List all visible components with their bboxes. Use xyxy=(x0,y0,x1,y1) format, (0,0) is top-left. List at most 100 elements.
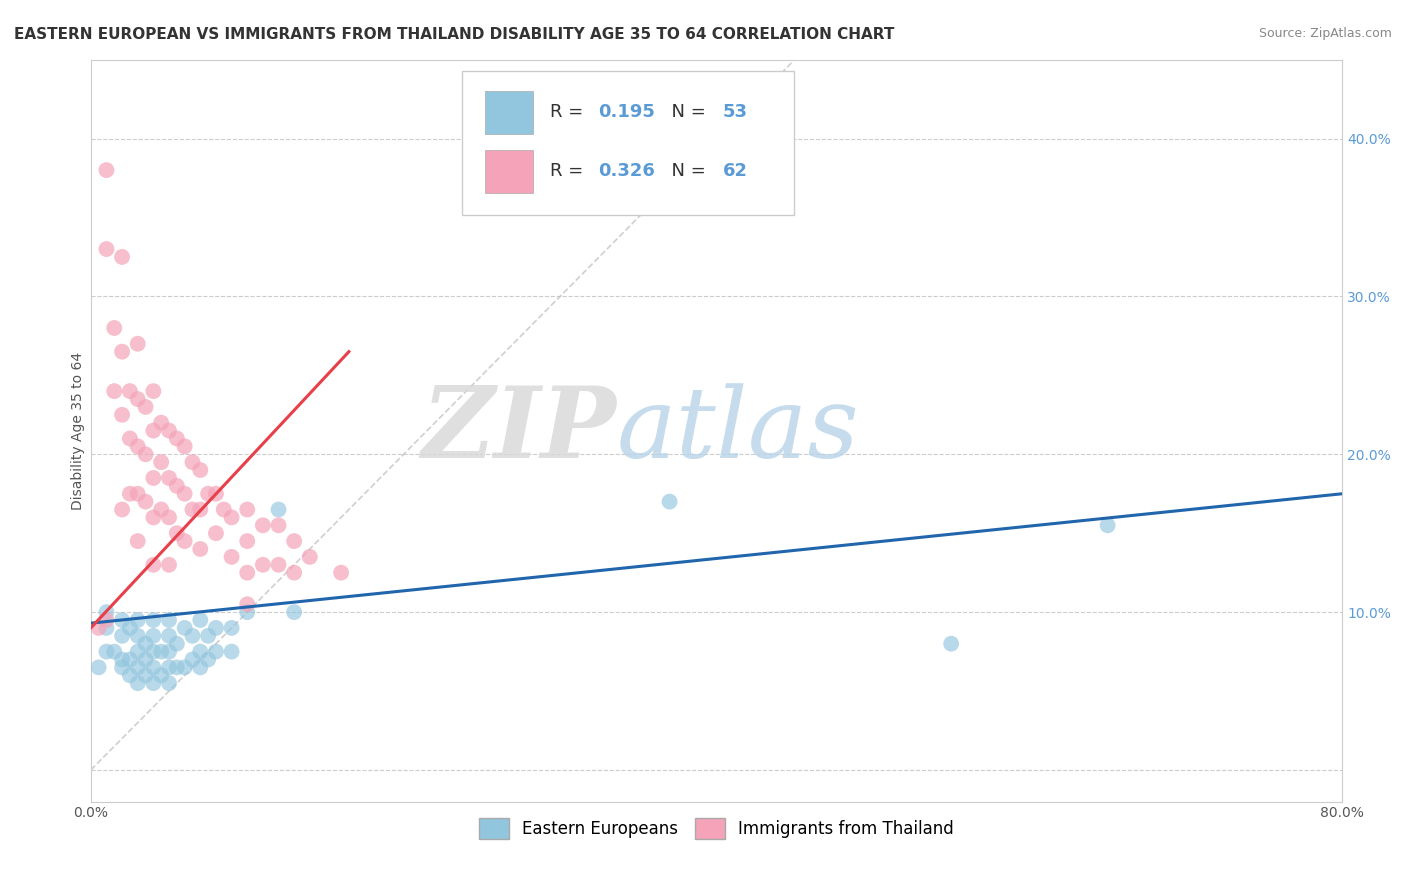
Text: 0.326: 0.326 xyxy=(598,161,655,180)
Point xyxy=(221,644,243,658)
Point xyxy=(658,494,681,508)
Point xyxy=(205,487,228,501)
Point xyxy=(166,479,188,493)
Point xyxy=(283,534,305,549)
Point xyxy=(173,439,195,453)
Point xyxy=(127,534,149,549)
Point xyxy=(212,502,235,516)
Point xyxy=(283,605,305,619)
Point xyxy=(96,242,118,256)
Point xyxy=(87,660,110,674)
Point xyxy=(181,652,204,666)
Point xyxy=(166,637,188,651)
Point xyxy=(188,613,211,627)
Point xyxy=(127,629,149,643)
Point xyxy=(181,502,204,516)
Point xyxy=(118,621,141,635)
Point xyxy=(221,510,243,524)
Text: N =: N = xyxy=(661,161,711,180)
Point xyxy=(118,668,141,682)
Point xyxy=(298,549,321,564)
Point xyxy=(188,541,211,556)
Text: 53: 53 xyxy=(723,103,748,120)
Point xyxy=(252,558,274,572)
Legend: Eastern Europeans, Immigrants from Thailand: Eastern Europeans, Immigrants from Thail… xyxy=(472,812,960,846)
Point xyxy=(142,660,165,674)
Point xyxy=(127,660,149,674)
Point xyxy=(142,644,165,658)
Point xyxy=(111,344,134,359)
Point xyxy=(166,432,188,446)
Point xyxy=(142,471,165,485)
Point xyxy=(135,447,157,461)
Point xyxy=(150,416,173,430)
Point xyxy=(236,534,259,549)
Point xyxy=(135,400,157,414)
Point xyxy=(87,621,110,635)
Point xyxy=(330,566,353,580)
Point xyxy=(135,652,157,666)
Point xyxy=(157,471,180,485)
Point xyxy=(118,487,141,501)
Point xyxy=(236,605,259,619)
Point xyxy=(188,660,211,674)
Point xyxy=(181,629,204,643)
Point xyxy=(96,605,118,619)
Point xyxy=(252,518,274,533)
Text: EASTERN EUROPEAN VS IMMIGRANTS FROM THAILAND DISABILITY AGE 35 TO 64 CORRELATION: EASTERN EUROPEAN VS IMMIGRANTS FROM THAI… xyxy=(14,27,894,42)
Text: N =: N = xyxy=(661,103,711,120)
Point xyxy=(142,676,165,690)
Point xyxy=(142,558,165,572)
Point xyxy=(111,408,134,422)
Point xyxy=(205,526,228,541)
Point xyxy=(188,502,211,516)
Point xyxy=(127,613,149,627)
Point xyxy=(166,526,188,541)
Point xyxy=(127,676,149,690)
Point xyxy=(142,510,165,524)
Point xyxy=(157,510,180,524)
Point xyxy=(142,424,165,438)
Point xyxy=(142,384,165,398)
Point xyxy=(96,621,118,635)
FancyBboxPatch shape xyxy=(463,70,794,215)
Point xyxy=(221,621,243,635)
Point xyxy=(173,621,195,635)
Point xyxy=(127,439,149,453)
Point xyxy=(118,652,141,666)
Point xyxy=(173,487,195,501)
Text: ZIP: ZIP xyxy=(422,383,616,479)
Point xyxy=(197,652,219,666)
Point xyxy=(135,637,157,651)
Point xyxy=(157,629,180,643)
Text: atlas: atlas xyxy=(616,383,859,478)
Point xyxy=(150,668,173,682)
Point xyxy=(941,637,963,651)
Point xyxy=(205,621,228,635)
Point xyxy=(118,432,141,446)
Point xyxy=(111,660,134,674)
Point xyxy=(188,644,211,658)
Point xyxy=(267,518,290,533)
Point xyxy=(166,660,188,674)
Point xyxy=(127,336,149,351)
FancyBboxPatch shape xyxy=(485,150,533,194)
Point xyxy=(181,455,204,469)
Point xyxy=(157,644,180,658)
Point xyxy=(157,424,180,438)
Point xyxy=(150,644,173,658)
Text: R =: R = xyxy=(550,161,589,180)
Text: R =: R = xyxy=(550,103,589,120)
Point xyxy=(1097,518,1119,533)
Point xyxy=(236,566,259,580)
Point xyxy=(127,392,149,406)
Point xyxy=(173,534,195,549)
Point xyxy=(173,660,195,674)
Point xyxy=(221,549,243,564)
Point xyxy=(103,321,125,335)
Point xyxy=(236,502,259,516)
Point xyxy=(111,629,134,643)
Point xyxy=(197,487,219,501)
Point xyxy=(188,463,211,477)
Point xyxy=(96,163,118,178)
